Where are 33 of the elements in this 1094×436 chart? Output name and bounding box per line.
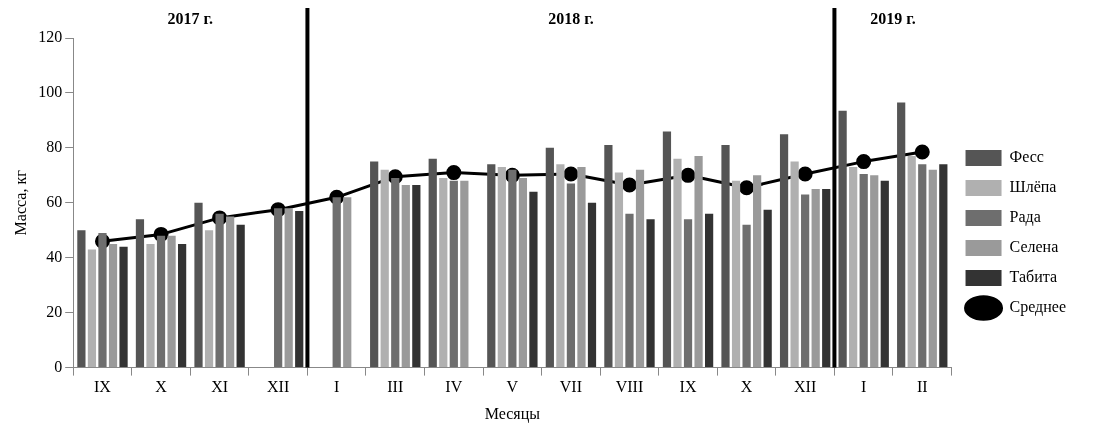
y-tick-label: 0 [54, 357, 63, 375]
x-axis-title: Месяцы [484, 404, 541, 423]
y-tick-label: 60 [46, 193, 63, 210]
y-axis-title: Масса, кг [11, 169, 29, 236]
text: 2018 г. [548, 10, 594, 28]
y-tick-label: 100 [38, 83, 63, 101]
legend-label: Фесс [1009, 148, 1044, 166]
x-tick-label: IV [445, 378, 463, 396]
legend-label: Табита [1009, 268, 1057, 286]
x-tick-label: IX [94, 378, 112, 396]
x-tick-label: VIII [615, 378, 644, 396]
x-tick-label: XII [794, 378, 817, 396]
legend-label: Рада [1009, 208, 1041, 227]
y-tick-label: 20 [46, 302, 63, 320]
x-tick-label: I [334, 378, 340, 396]
y-tick-label: 120 [38, 28, 63, 46]
x-tick-label: I [861, 378, 867, 396]
y-tick-label: 40 [46, 247, 63, 265]
x-tick-label: XII [267, 378, 290, 396]
x-tick-label: X [740, 378, 753, 396]
y-tick-label: 80 [46, 138, 63, 156]
legend-label: Селена [1009, 238, 1059, 256]
x-tick-label: IX [679, 378, 697, 396]
x-tick-label: V [506, 378, 519, 396]
legend-label: Среднее [1009, 298, 1066, 317]
text: 2017 г. [167, 10, 214, 28]
x-tick-label: III [387, 378, 404, 396]
text: 2019 г. [870, 10, 916, 28]
x-tick-label: II [916, 378, 928, 396]
x-tick-label: XI [211, 378, 229, 396]
legend-label: Шлёпа [1009, 178, 1057, 196]
x-tick-label: VII [559, 378, 583, 396]
x-tick-label: X [155, 378, 168, 396]
